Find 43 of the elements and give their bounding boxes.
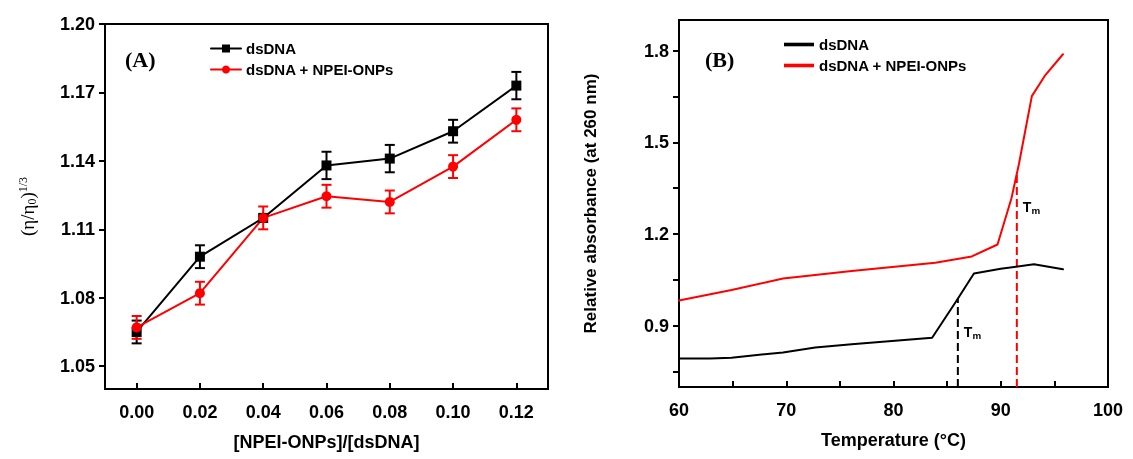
x-tick-label: 0.12 <box>498 402 534 422</box>
annotation: (A) <box>125 46 156 72</box>
x-tick-label: 0.04 <box>245 402 281 422</box>
point <box>384 153 395 164</box>
y-tick-label: 1.05 <box>59 356 95 377</box>
point <box>321 160 332 171</box>
legend-label: dsDNA + NPEI-ONPs <box>246 61 394 78</box>
x-tick-label: 0.02 <box>182 402 218 422</box>
y-axis-title: (η/η0)1/3 <box>15 176 40 236</box>
x-tick-label: 90 <box>990 400 1011 420</box>
x-tick-label: 100 <box>1092 400 1124 420</box>
point <box>194 288 205 299</box>
y-tick-label: 1.8 <box>643 40 669 61</box>
y-tick-label: 0.9 <box>643 315 669 336</box>
y-tick-label: 1.14 <box>59 150 95 171</box>
point <box>384 196 395 207</box>
annotation: (B) <box>705 46 735 72</box>
y-axis-title: Relative absorbance (at 260 nm) <box>581 73 600 334</box>
x-axis-title: Temperature (°C) <box>821 430 966 450</box>
point <box>511 80 522 91</box>
point <box>448 126 459 137</box>
legend-label: dsDNA <box>246 40 297 57</box>
x-tick-label: 70 <box>776 400 797 420</box>
y-tick-label: 1.08 <box>59 287 95 308</box>
x-tick-label: 0.10 <box>435 402 471 422</box>
x-axis-title: [NPEI-ONPs]/[dsDNA] <box>233 432 420 452</box>
point <box>448 161 459 172</box>
x-tick-label: 80 <box>883 400 904 420</box>
y-tick-label: 1.5 <box>643 132 669 153</box>
legend-label: dsDNA <box>819 36 870 53</box>
x-tick-label: 60 <box>668 400 690 420</box>
legend-label: dsDNA + NPEI-ONPs <box>819 57 967 74</box>
point <box>321 191 332 202</box>
x-tick-label: 0.06 <box>308 402 345 422</box>
y-tick-label: 1.11 <box>60 219 95 240</box>
x-tick-label: 0.08 <box>372 402 408 422</box>
x-tick-label: 0.00 <box>119 402 155 422</box>
y-tick-label: 1.2 <box>643 224 669 245</box>
y-tick-label: 1.17 <box>59 82 95 103</box>
point <box>511 114 522 125</box>
y-tick-label: 1.20 <box>59 14 95 34</box>
point <box>131 322 142 333</box>
point <box>194 251 205 262</box>
